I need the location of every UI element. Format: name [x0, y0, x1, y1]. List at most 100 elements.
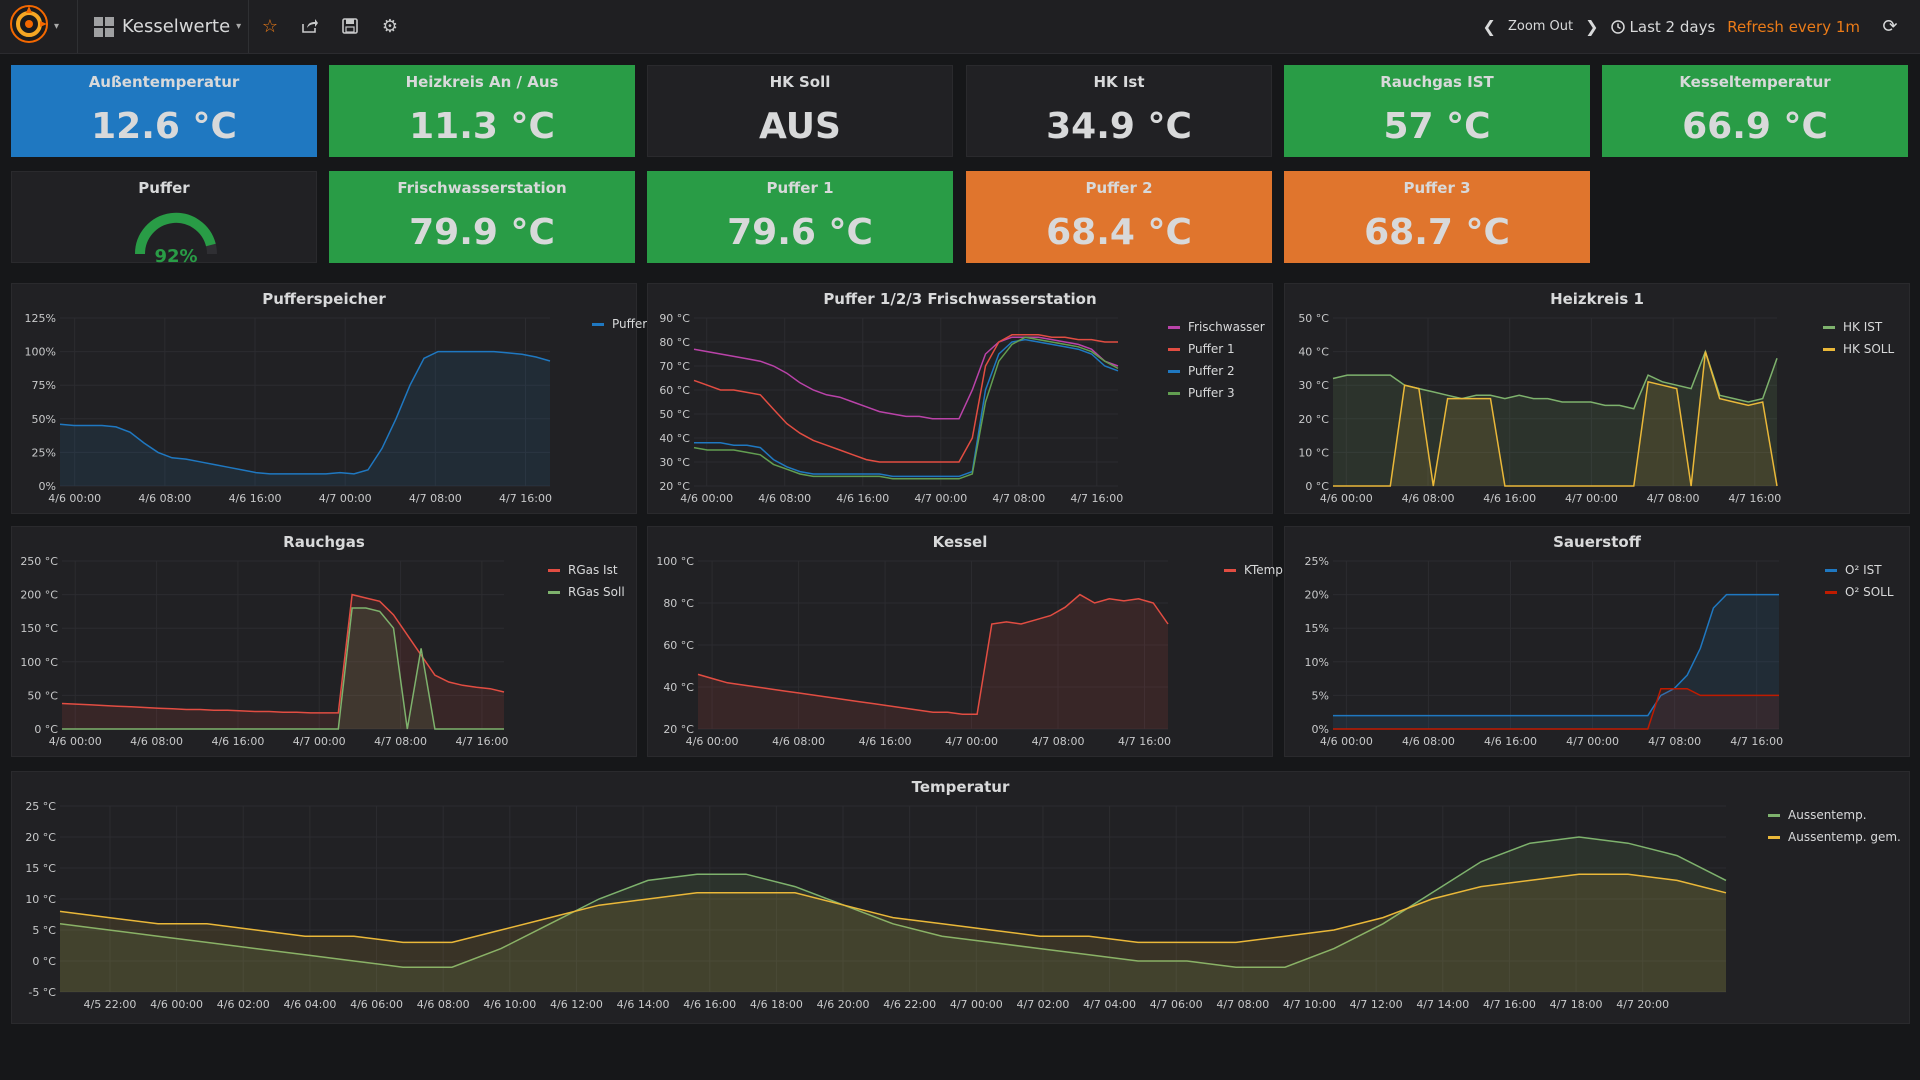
zoom-out-button[interactable]: Zoom Out: [1507, 19, 1574, 34]
legend-item[interactable]: HK IST: [1817, 316, 1900, 338]
time-range-button[interactable]: Last 2 days: [1610, 18, 1715, 36]
stat-puffer-1[interactable]: Puffer 1 79.6 °C: [647, 171, 953, 263]
x-tick-label: 4/6 00:00: [680, 492, 733, 505]
panel-rauchgas[interactable]: Rauchgas 250 °C 200 °C 150 °C 100 °C 50 °C 0 …: [11, 526, 637, 757]
x-tick-label: 4/5 22:00: [84, 998, 137, 1011]
refresh-icon[interactable]: ⟳: [1882, 15, 1898, 37]
series-area: [1333, 351, 1777, 486]
panel-title: Puffer 1/2/3 Frischwasserstation: [823, 290, 1097, 308]
x-tick-label: 4/7 12:00: [1350, 998, 1403, 1011]
series-line: [1333, 593, 1779, 717]
panel-heizkreis-1[interactable]: Heizkreis 1 50 °C 40 °C 30 °C 20 °C 10 °C 0 °…: [1284, 283, 1910, 514]
stat-title: Heizkreis An / Aus: [405, 73, 559, 91]
stat-aussentemperatur[interactable]: Außentemperatur 12.6 °C: [11, 65, 317, 157]
save-icon[interactable]: [338, 14, 362, 38]
chevron-right-icon[interactable]: ❯: [1585, 17, 1599, 36]
x-tick-label: 4/6 16:00: [1483, 492, 1536, 505]
stat-rauchgas-ist[interactable]: Rauchgas IST 57 °C: [1284, 65, 1590, 157]
x-tick-label: 4/7 16:00: [499, 492, 552, 505]
settings-icon[interactable]: ⚙: [381, 15, 399, 37]
legend-item[interactable]: RGas Soll: [542, 581, 631, 603]
legend-swatch: [1168, 391, 1180, 395]
stat-hk-ist[interactable]: HK Ist 34.9 °C: [966, 65, 1272, 157]
x-tick-label: 4/6 22:00: [883, 998, 936, 1011]
panel-puffer-frischwasserstation[interactable]: Puffer 1/2/3 Frischwasserstation 90 °C 80…: [647, 283, 1273, 514]
legend-item[interactable]: HK SOLL: [1817, 338, 1900, 360]
y-tick-label: 250 °C: [20, 555, 58, 568]
stat-value: 79.6 °C: [727, 212, 873, 253]
x-tick-label: 4/7 14:00: [1416, 998, 1469, 1011]
panel-kessel[interactable]: Kessel 100 °C 80 °C 60 °C 40 °C 20 °C 4/6 00:…: [647, 526, 1283, 757]
legend-label: Aussentemp. gem.: [1788, 830, 1901, 844]
series-line: [693, 334, 1118, 463]
x-tick-label: 4/6 16:00: [229, 492, 282, 505]
y-tick-label: 15 °C: [25, 862, 56, 875]
y-tick-label: 40 °C: [663, 681, 694, 694]
x-tick-label: 4/6 12:00: [550, 998, 603, 1011]
x-tick-label: 4/6 16:00: [836, 492, 889, 505]
legend-item[interactable]: Puffer 3: [1162, 382, 1271, 404]
panel-sauerstoff[interactable]: Sauerstoff 25% 20% 15% 10% 5% 0% 4/6 00:00 4/6 …: [1284, 526, 1910, 757]
y-tick-label: 0%: [1312, 723, 1329, 736]
legend-item[interactable]: Aussentemp.: [1762, 804, 1907, 826]
stat-heizkreis-an-aus[interactable]: Heizkreis An / Aus 11.3 °C: [329, 65, 635, 157]
stat-kesseltemperatur[interactable]: Kesseltemperatur 66.9 °C: [1602, 65, 1908, 157]
x-tick-label: 4/7 08:00: [992, 492, 1045, 505]
legend-item[interactable]: Frischwasser: [1162, 316, 1271, 338]
grafana-menu-button[interactable]: ▾: [10, 5, 74, 46]
y-tick-label: 25 °C: [25, 800, 56, 813]
y-tick-label: 5%: [1312, 689, 1329, 702]
stat-title: Frischwasserstation: [397, 179, 567, 197]
panel-title: Kessel: [932, 533, 988, 551]
refresh-interval-button[interactable]: Refresh every 1m: [1727, 17, 1860, 36]
series-line: [693, 336, 1119, 480]
legend-item[interactable]: Aussentemp. gem.: [1762, 826, 1907, 848]
panel-temperatur[interactable]: Temperatur 25 °C 20 °C 15 °C 10 °C 5 °C 0 °C -…: [11, 771, 1910, 1024]
y-tick-label: 0%: [39, 480, 56, 493]
x-tick-label: 4/6 18:00: [750, 998, 803, 1011]
x-tick-label: 4/6 08:00: [758, 492, 811, 505]
stat-value: 68.4 °C: [1046, 212, 1192, 253]
star-icon[interactable]: ☆: [261, 15, 279, 37]
legend-item[interactable]: Puffer 1: [1162, 338, 1271, 360]
x-tick-label: 4/6 08:00: [417, 998, 470, 1011]
stat-value: 11.3 °C: [409, 106, 555, 147]
legend-item[interactable]: O² IST: [1819, 559, 1900, 581]
stat-value: 66.9 °C: [1682, 106, 1828, 147]
legend-label: HK SOLL: [1843, 342, 1895, 356]
legend-item[interactable]: Puffer: [586, 313, 653, 335]
chevron-down-icon: ▾: [236, 21, 242, 32]
legend-item[interactable]: KTemp: [1218, 559, 1289, 581]
x-tick-label: 4/7 16:00: [1118, 735, 1171, 748]
gauge-puffer[interactable]: Puffer 92%: [11, 171, 317, 267]
legend-label: Aussentemp.: [1788, 808, 1867, 822]
panel-pufferspeicher[interactable]: Pufferspeicher 125% 100% 75% 50% 25% 0% 4/6 00…: [11, 283, 647, 514]
stat-puffer-2[interactable]: Puffer 2 68.4 °C: [966, 171, 1272, 263]
chevron-left-icon[interactable]: ❮: [1482, 17, 1496, 36]
legend-item[interactable]: Puffer 2: [1162, 360, 1271, 382]
x-tick-label: 4/6 00:00: [1320, 492, 1373, 505]
y-tick-label: 10 °C: [1298, 446, 1329, 459]
y-tick-label: 40 °C: [1298, 346, 1329, 359]
stat-frischwasserstation[interactable]: Frischwasserstation 79.9 °C: [329, 171, 635, 263]
stat-value: 79.9 °C: [409, 212, 555, 253]
stat-puffer-3[interactable]: Puffer 3 68.7 °C: [1284, 171, 1590, 263]
x-tick-label: 4/6 00:00: [686, 735, 739, 748]
legend-item[interactable]: RGas Ist: [542, 559, 631, 581]
dashboard-picker[interactable]: Kesselwerte ▾: [94, 0, 241, 53]
legend-label: Puffer 3: [1188, 386, 1235, 400]
legend-swatch: [1768, 813, 1780, 817]
legend-item[interactable]: O² SOLL: [1819, 581, 1900, 603]
legend-swatch: [592, 322, 604, 326]
y-tick-label: 70 °C: [659, 360, 690, 373]
legend-label: Frischwasser: [1188, 320, 1265, 334]
panel-legend: Frischwasser Puffer 1 Puffer 2 Puffer 3: [1162, 316, 1271, 404]
panel-title: Temperatur: [911, 778, 1010, 796]
x-tick-label: 4/7 00:00: [914, 492, 967, 505]
x-tick-label: 4/6 00:00: [1320, 735, 1373, 748]
share-icon[interactable]: [298, 14, 322, 38]
stat-hk-soll[interactable]: HK Soll AUS: [647, 65, 953, 157]
legend-label: O² IST: [1845, 563, 1882, 577]
series-line: [62, 607, 504, 730]
y-tick-label: 30 °C: [659, 456, 690, 469]
